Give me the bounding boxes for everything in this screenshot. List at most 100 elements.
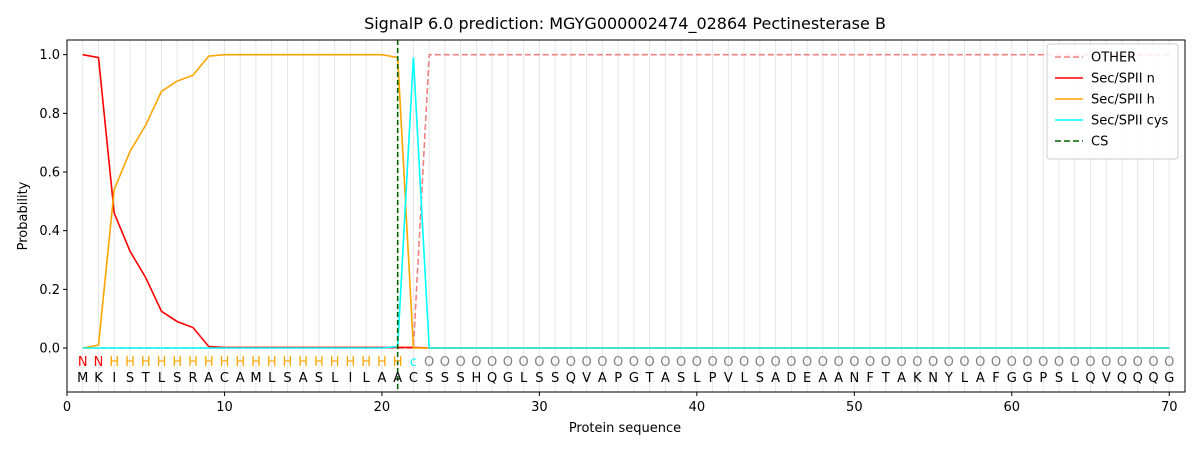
residue-letter: P	[709, 371, 717, 386]
residue-letter: L	[520, 371, 528, 386]
region-label: H	[125, 355, 135, 370]
residue-letter: T	[645, 371, 654, 386]
residue-letter: P	[1039, 371, 1047, 386]
residue-letter: S	[677, 371, 685, 386]
x-tick-label: 50	[846, 400, 863, 415]
residue-letter: T	[141, 371, 150, 386]
grid-lines	[82, 40, 1170, 392]
region-label: O	[928, 355, 938, 370]
residue-letter: S	[283, 371, 291, 386]
region-label: O	[597, 355, 607, 370]
residue-letter: D	[786, 371, 796, 386]
residue-letter: K	[94, 371, 103, 386]
residue-letter: Q	[1117, 371, 1127, 386]
region-label: O	[471, 355, 481, 370]
legend: OTHER Sec/SPII n Sec/SPII h Sec/SPII cys CS	[1046, 43, 1179, 160]
y-axis-ticks: 0.0 0.2 0.4 0.6 0.8 1.0	[39, 48, 67, 357]
residue-letter: L	[363, 371, 371, 386]
residue-letter: A	[377, 371, 386, 386]
series-line-sec-spii-n	[82, 53, 1170, 349]
region-label: O	[770, 355, 780, 370]
region-label: O	[1117, 355, 1127, 370]
residue-letter: A	[771, 371, 780, 386]
residue-letter: I	[112, 371, 116, 386]
residue-letter: M	[77, 371, 88, 386]
region-label: O	[802, 355, 812, 370]
y-tick-label: 0.0	[39, 342, 60, 357]
residue-letter: C	[409, 371, 418, 386]
residue-letter: A	[236, 371, 245, 386]
region-label: H	[393, 355, 403, 370]
region-label: H	[141, 355, 151, 370]
region-label: N	[78, 355, 88, 370]
region-label: O	[755, 355, 765, 370]
region-label: O	[833, 355, 843, 370]
region-label: H	[188, 355, 198, 370]
region-label: H	[172, 355, 182, 370]
residue-letter: S	[457, 371, 465, 386]
region-label: O	[739, 355, 749, 370]
x-tick-label: 30	[531, 400, 548, 415]
residue-letter: Q	[566, 371, 576, 386]
residue-letter: R	[188, 371, 197, 386]
residue-letter: S	[535, 371, 543, 386]
residue-letter: L	[158, 371, 166, 386]
chart-title: SignalP 6.0 prediction: MGYG000002474_02…	[364, 14, 886, 34]
y-tick-label: 0.4	[39, 224, 60, 239]
region-label: O	[1148, 355, 1158, 370]
residue-letter: Y	[944, 371, 953, 386]
residue-letter: A	[598, 371, 607, 386]
region-label: O	[1038, 355, 1048, 370]
x-tick-label: 70	[1161, 400, 1178, 415]
y-tick-label: 1.0	[39, 48, 60, 63]
region-label: O	[613, 355, 623, 370]
x-tick-label: 20	[374, 400, 391, 415]
residue-letter: G	[1007, 371, 1017, 386]
y-tick-label: 0.8	[39, 107, 60, 122]
region-label: O	[1085, 355, 1095, 370]
region-label: O	[707, 355, 717, 370]
region-label: O	[440, 355, 450, 370]
residue-letter: A	[299, 371, 308, 386]
region-label: O	[1070, 355, 1080, 370]
x-axis-label: Protein sequence	[569, 421, 681, 436]
region-label: H	[314, 355, 324, 370]
residue-letter: A	[976, 371, 985, 386]
residue-letter: S	[173, 371, 181, 386]
y-axis-label: Probability	[16, 181, 31, 250]
region-label: O	[865, 355, 875, 370]
region-label: O	[566, 355, 576, 370]
region-label: H	[251, 355, 261, 370]
residue-letter: G	[1022, 371, 1032, 386]
region-label: O	[1007, 355, 1017, 370]
residue-letter: S	[551, 371, 559, 386]
region-label: O	[456, 355, 466, 370]
region-label: O	[959, 355, 969, 370]
region-label: O	[975, 355, 985, 370]
region-label: H	[330, 355, 340, 370]
region-label: H	[157, 355, 167, 370]
residue-letter: S	[126, 371, 134, 386]
residue-letter: A	[834, 371, 843, 386]
x-tick-label: 40	[689, 400, 706, 415]
region-label: c	[410, 355, 417, 370]
residue-letter: S	[425, 371, 433, 386]
residue-letter: S	[1055, 371, 1063, 386]
region-label: H	[361, 355, 371, 370]
residue-letter: G	[503, 371, 513, 386]
y-tick-label: 0.6	[39, 166, 60, 181]
region-label: O	[582, 355, 592, 370]
residue-letter: L	[331, 371, 339, 386]
region-label: H	[204, 355, 214, 370]
sequence-annotation: NMNKHIHSHTHLHSHRHAHCHAHMHLHSHAHSHLHIHLHA…	[77, 355, 1174, 386]
residue-letter: A	[661, 371, 670, 386]
residue-letter: L	[693, 371, 701, 386]
region-label: O	[692, 355, 702, 370]
region-label: O	[881, 355, 891, 370]
residue-letter: H	[472, 371, 482, 386]
residue-letter: F	[992, 371, 999, 386]
x-axis-ticks: 0 10 20 30 40 50 60 70	[63, 392, 1178, 415]
residue-letter: E	[803, 371, 811, 386]
residue-letter: S	[315, 371, 323, 386]
x-tick-label: 0	[63, 400, 71, 415]
